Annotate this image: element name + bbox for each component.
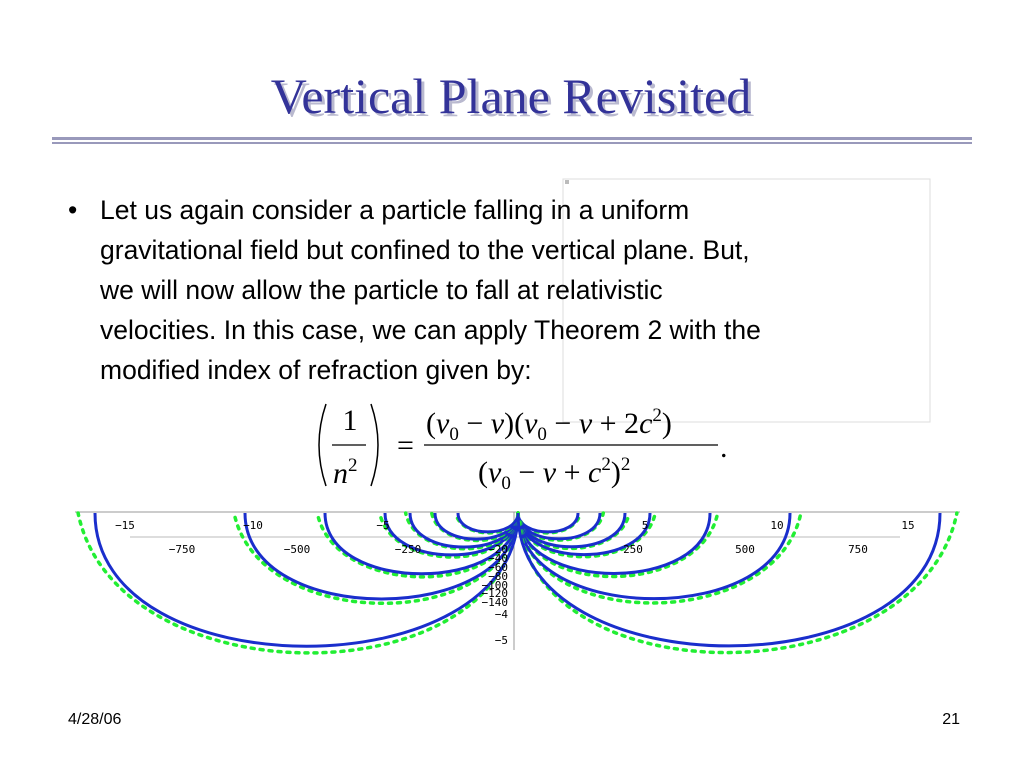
eq-var: n xyxy=(333,457,348,490)
eq-sym: ) xyxy=(611,456,621,489)
second-axis-label: −750 xyxy=(169,543,196,556)
eq-sym: ( xyxy=(478,456,488,489)
top-axis-label: 5 xyxy=(642,519,649,532)
trajectory-blue xyxy=(516,512,792,601)
vertical-axis-label: −80 xyxy=(488,570,508,583)
paren-right xyxy=(370,403,379,487)
eq-var: c xyxy=(588,456,601,489)
eq-var: v xyxy=(579,407,593,440)
trajectory-plot: −15 −10 −5 5 10 15 −750 −500 −250 250 500 750 −20−40… xyxy=(75,511,960,655)
eq-sup: 2 xyxy=(652,405,662,426)
eq-var: v xyxy=(436,407,450,440)
trajectory-green xyxy=(516,511,803,605)
trajectory-blue xyxy=(456,512,520,534)
second-axis-label: 750 xyxy=(848,543,868,556)
eq-var: c xyxy=(639,407,652,440)
eq-sym: + 2 xyxy=(592,407,639,440)
rule-top xyxy=(52,137,972,140)
second-axis-label: 250 xyxy=(623,543,643,556)
bullet-line: we will now allow the particle to fall a… xyxy=(99,275,663,305)
eq-sup: 2 xyxy=(348,455,358,476)
eq-sym: ) xyxy=(662,407,672,440)
eq-sup: 2 xyxy=(601,454,611,475)
top-axis-label: 15 xyxy=(901,519,914,532)
lhs-numerator: 1 xyxy=(343,404,358,437)
trajectory-blue xyxy=(243,512,520,601)
vertical-axis-label: −4 xyxy=(495,608,509,621)
title-shadow: Vertical Plane Revisited xyxy=(274,71,754,127)
lhs-denominator: n2 xyxy=(333,455,358,490)
title: Vertical Plane Revisited xyxy=(271,68,751,124)
vertical-axis-label: −120 xyxy=(482,587,509,600)
top-axis-label: 10 xyxy=(770,519,783,532)
bullet-text: Let us again consider a particle falling… xyxy=(99,195,761,385)
eq-sym: − xyxy=(511,456,543,489)
bullet-marker: • xyxy=(68,195,77,225)
period: . xyxy=(720,431,728,464)
trajectory-blue xyxy=(93,512,520,648)
second-axis-label: −250 xyxy=(395,543,422,556)
eq-sym: )( xyxy=(504,407,524,440)
vertical-axis-label: −5 xyxy=(495,634,508,647)
vertical-axis-label: −100 xyxy=(482,579,509,592)
vertical-axis-label: −60 xyxy=(488,561,508,574)
equals: = xyxy=(397,429,414,462)
top-axis-label: −5 xyxy=(376,519,389,532)
trajectory-blue xyxy=(516,512,712,575)
bullet-line: Let us again consider a particle falling… xyxy=(100,195,689,225)
embedded-image-icon xyxy=(565,180,569,184)
eq-var: v xyxy=(491,407,505,440)
rule-bottom xyxy=(52,142,972,144)
second-axis-label: −500 xyxy=(284,543,311,556)
second-axis-label: 500 xyxy=(735,543,755,556)
page-number: 21 xyxy=(942,711,960,728)
eq-sym: + xyxy=(556,456,588,489)
top-axis-label: −10 xyxy=(243,519,263,532)
vertical-axis-label: −20 xyxy=(488,543,508,556)
equation: 1 n2 = (v0 − v)(v0 − v + 2c2) (v0 − v + … xyxy=(318,403,728,494)
top-axis-label: −15 xyxy=(115,519,135,532)
paren-left xyxy=(318,403,327,487)
eq-var: v xyxy=(524,407,538,440)
title-rule xyxy=(52,137,972,144)
vertical-axis-label: −140 xyxy=(482,596,509,609)
denominator: (v0 − v + c2)2 xyxy=(478,454,630,494)
eq-sub: 0 xyxy=(501,473,511,494)
eq-sym: ( xyxy=(426,407,436,440)
eq-sym: − xyxy=(459,407,491,440)
numerator: (v0 − v)(v0 − v + 2c2) xyxy=(426,405,672,445)
footer-date: 4/28/06 xyxy=(68,711,121,728)
eq-sup: 2 xyxy=(621,454,631,475)
bullet-line: gravitational field but confined to the … xyxy=(100,235,750,265)
eq-var: v xyxy=(488,456,502,489)
bullet-line: modified index of refraction given by: xyxy=(100,355,532,385)
eq-sym: − xyxy=(547,407,579,440)
trajectory-blue xyxy=(323,512,520,576)
vertical-axis-label: −40 xyxy=(488,552,508,565)
embedded-image-frame xyxy=(562,178,931,423)
eq-sub: 0 xyxy=(537,424,547,445)
trajectory-blue xyxy=(516,512,942,648)
eq-var: v xyxy=(543,456,557,489)
bullet-line: velocities. In this case, we can apply T… xyxy=(100,315,761,345)
eq-sub: 0 xyxy=(449,424,459,445)
